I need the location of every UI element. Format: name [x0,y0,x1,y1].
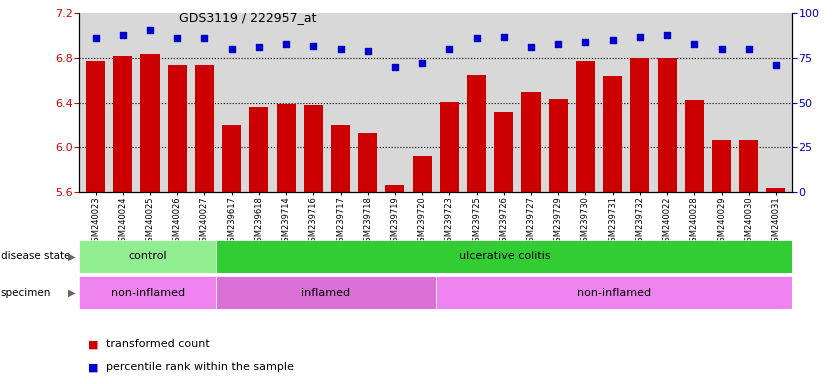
Bar [140,54,159,192]
Bar [576,61,595,192]
Bar [435,276,792,309]
Bar [195,65,214,192]
Point [415,60,429,66]
Text: GDS3119 / 222957_at: GDS3119 / 222957_at [179,12,317,25]
Point [361,48,374,54]
Point [170,35,183,41]
Point [742,46,756,52]
Bar [216,276,435,309]
Text: ■: ■ [88,362,98,372]
Bar [739,139,758,192]
Point [334,46,347,52]
Point [279,41,293,47]
Point [606,37,620,43]
Point [307,43,320,49]
Point [225,46,239,52]
Point [198,35,211,41]
Point [661,32,674,38]
Point [252,44,265,50]
Text: non-inflamed: non-inflamed [111,288,185,298]
Bar [79,240,216,273]
Point [89,35,103,41]
Bar [631,58,650,192]
Point [143,26,157,33]
Bar [216,240,792,273]
Point [551,41,565,47]
Point [443,46,456,52]
Text: ▶: ▶ [68,251,75,262]
Bar [603,76,622,192]
Bar [277,104,295,192]
Text: percentile rank within the sample: percentile rank within the sample [106,362,294,372]
Text: ▶: ▶ [68,288,75,298]
Point [715,46,728,52]
Point [525,44,538,50]
Point [769,62,782,68]
Point [579,39,592,45]
Point [688,41,701,47]
Text: inflamed: inflamed [302,288,350,298]
Bar [549,99,568,192]
Bar [440,102,459,192]
Bar [222,125,241,192]
Point [497,33,510,40]
Point [389,64,402,70]
Bar [495,112,514,192]
Text: transformed count: transformed count [106,339,209,349]
Point [116,32,129,38]
Bar [712,139,731,192]
Bar [304,105,323,192]
Point [470,35,483,41]
Bar [467,75,486,192]
Bar [413,156,432,192]
Text: specimen: specimen [1,288,51,298]
Bar [168,65,187,192]
Bar [249,107,269,192]
Bar [657,58,676,192]
Bar [766,187,786,192]
Bar [358,133,377,192]
Text: ■: ■ [88,339,98,349]
Bar [685,101,704,192]
Point [633,33,646,40]
Text: control: control [128,251,167,262]
Text: non-inflamed: non-inflamed [577,288,651,298]
Text: disease state: disease state [1,251,70,262]
Bar [331,125,350,192]
Text: ulcerative colitis: ulcerative colitis [459,251,550,262]
Bar [385,185,404,192]
Bar [113,56,133,192]
Bar [79,276,216,309]
Bar [521,91,540,192]
Bar [86,61,105,192]
